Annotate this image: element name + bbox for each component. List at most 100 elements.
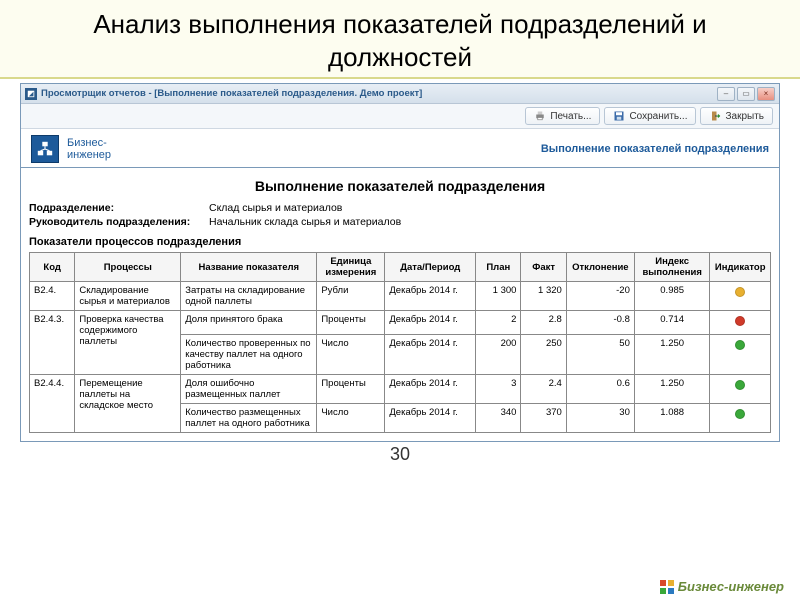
table-header-cell: План (476, 253, 521, 282)
cell-code: B2.4.3. (30, 311, 75, 375)
cell-idx: 1.250 (634, 375, 710, 404)
printer-icon (534, 110, 546, 122)
cell-code: B2.4.4. (30, 375, 75, 433)
table-row: B2.4.4.Перемещение паллеты на складское … (30, 375, 771, 404)
table-header-cell: Единица измерения (317, 253, 385, 282)
footer-brand: Бизнес-инженер (660, 579, 784, 594)
table-header-cell: Процессы (75, 253, 181, 282)
cell-name: Доля ошибочно размещенных паллет (181, 375, 317, 404)
cell-indicator (710, 375, 771, 404)
cell-plan: 3 (476, 375, 521, 404)
cell-fact: 2.4 (521, 375, 566, 404)
toolbar: Печать... Сохранить... Закрыть (21, 104, 779, 129)
report-body: Выполнение показателей подразделения Под… (21, 168, 779, 441)
app-icon: ◩ (25, 88, 37, 100)
brand-name: Бизнес- инженер (67, 137, 111, 161)
table-header-cell: Название показателя (181, 253, 317, 282)
footer-brand-text: Бизнес-инженер (678, 579, 784, 594)
cell-dev: 30 (566, 404, 634, 433)
cell-process: Проверка качества содержимого паллеты (75, 311, 181, 375)
table-header-cell: Отклонение (566, 253, 634, 282)
cell-plan: 1 300 (476, 282, 521, 311)
cell-name: Количество размещенных паллет на одного … (181, 404, 317, 433)
cell-period: Декабрь 2014 г. (385, 375, 476, 404)
brand-line2: инженер (67, 149, 111, 161)
cell-period: Декабрь 2014 г. (385, 282, 476, 311)
cell-plan: 2 (476, 311, 521, 335)
section-label: Показатели процессов подразделения (29, 236, 771, 248)
save-label: Сохранить... (629, 111, 687, 122)
close-button[interactable]: Закрыть (700, 107, 773, 125)
cell-idx: 1.088 (634, 404, 710, 433)
meta-head-value: Начальник склада сырья и материалов (209, 216, 401, 228)
table-row: B2.4.3.Проверка качества содержимого пал… (30, 311, 771, 335)
cell-plan: 340 (476, 404, 521, 433)
meta-head: Руководитель подразделения: Начальник ск… (29, 216, 771, 228)
close-label: Закрыть (725, 111, 764, 122)
table-header-cell: Индекс выполнения (634, 253, 710, 282)
brand-line1: Бизнес- (67, 137, 111, 149)
cell-unit: Число (317, 335, 385, 375)
cell-dev: -0.8 (566, 311, 634, 335)
cell-unit: Число (317, 404, 385, 433)
cell-dev: 50 (566, 335, 634, 375)
cell-unit: Проценты (317, 311, 385, 335)
indicator-dot (735, 409, 745, 419)
cell-unit: Проценты (317, 375, 385, 404)
table-body: B2.4.Складирование сырья и материаловЗат… (30, 282, 771, 433)
print-button[interactable]: Печать... (525, 107, 600, 125)
cell-idx: 0.985 (634, 282, 710, 311)
cell-unit: Рубли (317, 282, 385, 311)
slide-title: Анализ выполнения показателей подразделе… (0, 0, 800, 79)
cell-indicator (710, 282, 771, 311)
window-controls: – ▭ × (717, 87, 775, 101)
cell-process: Складирование сырья и материалов (75, 282, 181, 311)
maximize-button[interactable]: ▭ (737, 87, 755, 101)
cell-indicator (710, 335, 771, 375)
cell-fact: 370 (521, 404, 566, 433)
cell-indicator (710, 404, 771, 433)
cell-name: Затраты на складирование одной паллеты (181, 282, 317, 311)
window-titlebar: ◩ Просмотрщик отчетов - [Выполнение пока… (21, 84, 779, 104)
door-icon (709, 110, 721, 122)
footer-brand-icon (660, 580, 674, 594)
brand-logo (31, 135, 59, 163)
cell-period: Декабрь 2014 г. (385, 335, 476, 375)
cell-indicator (710, 311, 771, 335)
cell-name: Доля принятого брака (181, 311, 317, 335)
meta-dep-label: Подразделение: (29, 202, 209, 214)
indicator-dot (735, 380, 745, 390)
indicators-table: КодПроцессыНазвание показателяЕдиница из… (29, 252, 771, 433)
report-title: Выполнение показателей подразделения (29, 178, 771, 194)
cell-fact: 2.8 (521, 311, 566, 335)
cell-plan: 200 (476, 335, 521, 375)
table-header-cell: Код (30, 253, 75, 282)
indicator-dot (735, 316, 745, 326)
cell-dev: -20 (566, 282, 634, 311)
cell-name: Количество проверенных по качеству палле… (181, 335, 317, 375)
report-header-right: Выполнение показателей подразделения (541, 143, 769, 155)
meta-dep-value: Склад сырья и материалов (209, 202, 342, 214)
cell-code: B2.4. (30, 282, 75, 311)
cell-process: Перемещение паллеты на складское место (75, 375, 181, 433)
print-label: Печать... (550, 111, 591, 122)
meta-department: Подразделение: Склад сырья и материалов (29, 202, 771, 214)
indicator-dot (735, 287, 745, 297)
cell-idx: 1.250 (634, 335, 710, 375)
indicator-dot (735, 340, 745, 350)
cell-idx: 0.714 (634, 311, 710, 335)
window-close-button[interactable]: × (757, 87, 775, 101)
cell-fact: 1 320 (521, 282, 566, 311)
window-title: Просмотрщик отчетов - [Выполнение показа… (41, 88, 717, 99)
app-window: ◩ Просмотрщик отчетов - [Выполнение пока… (20, 83, 780, 442)
table-header-cell: Дата/Период (385, 253, 476, 282)
table-header-cell: Индикатор (710, 253, 771, 282)
cell-period: Декабрь 2014 г. (385, 311, 476, 335)
table-header-cell: Факт (521, 253, 566, 282)
meta-head-label: Руководитель подразделения: (29, 216, 209, 228)
minimize-button[interactable]: – (717, 87, 735, 101)
save-button[interactable]: Сохранить... (604, 107, 696, 125)
cell-period: Декабрь 2014 г. (385, 404, 476, 433)
cell-dev: 0.6 (566, 375, 634, 404)
cell-fact: 250 (521, 335, 566, 375)
